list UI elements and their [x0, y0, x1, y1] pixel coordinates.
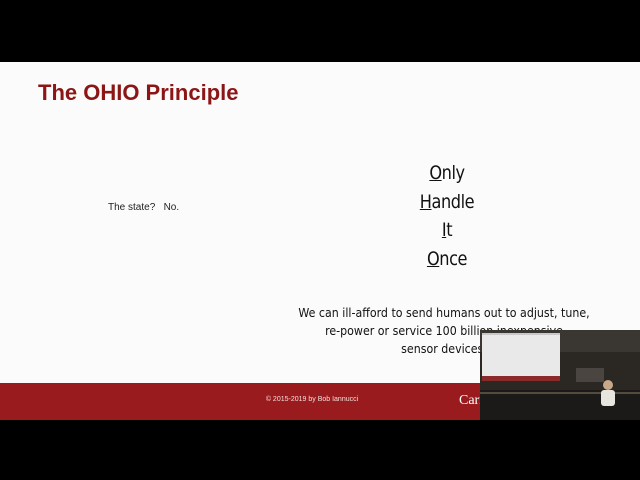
acronym-word: Once [426, 248, 468, 270]
copyright: © 2015-2019 by Bob Iannucci [265, 396, 359, 403]
logo: Carn [459, 393, 487, 408]
paragraph-line: sensor devices. [401, 342, 487, 356]
acronym-word: It [441, 219, 453, 241]
video-inset [480, 330, 640, 420]
slide-title: The OHIO Principle [38, 80, 239, 105]
acronym-word: Handle [419, 191, 475, 213]
note: The state? No. [108, 202, 180, 213]
slide [0, 62, 640, 383]
paragraph-line: We can ill-afford to send humans out to … [298, 306, 590, 320]
acronym-word: Only [429, 162, 465, 184]
inset-scene [480, 330, 640, 420]
